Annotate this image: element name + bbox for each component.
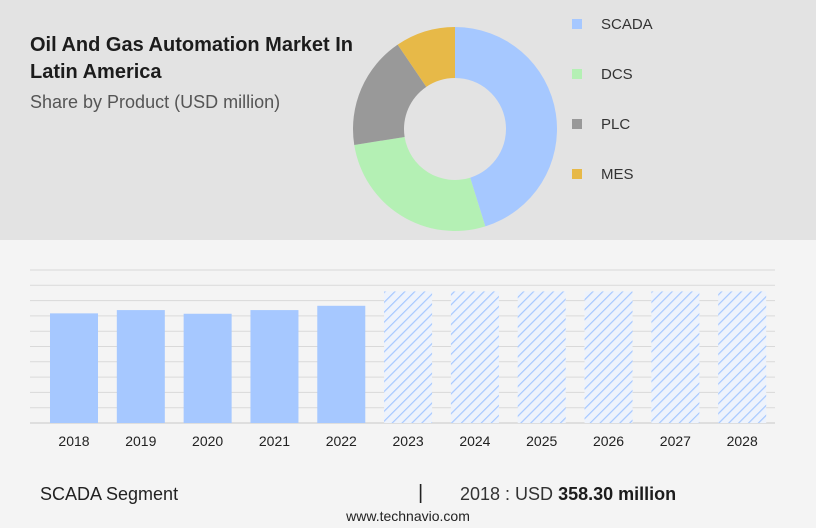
forecast-bar-2027 (651, 291, 700, 423)
summary-stat: 2018 : USD 358.30 million (460, 484, 676, 505)
forecast-bar-2025 (517, 291, 566, 423)
legend-label: MES (601, 165, 634, 183)
summary-divider: | (418, 482, 424, 504)
donut-slice-mes (397, 27, 455, 87)
x-tick-label-2020: 2020 (192, 433, 223, 449)
forecast-bar-2023 (384, 291, 433, 423)
donut-slice-scada (455, 27, 558, 227)
chart-title: Oil And Gas Automation Market In Latin A… (30, 34, 353, 83)
donut-slice-dcs (354, 136, 486, 231)
x-tick-label-2021: 2021 (259, 433, 290, 449)
summary-stat-prefix: 2018 : USD (460, 484, 559, 504)
chart-subtitle: Share by Product (USD million) (30, 92, 281, 112)
legend-item-dcs: DCS (572, 62, 772, 86)
bar-2018 (50, 313, 98, 423)
x-tick-label-2025: 2025 (526, 433, 557, 449)
source-link[interactable]: www.technavio.com (346, 508, 470, 524)
legend-item-plc: PLC (572, 112, 772, 136)
bar-2021 (250, 310, 299, 423)
summary-bar: SCADA Segment | 2018 : USD 358.30 millio… (0, 476, 816, 512)
segment-label: SCADA Segment (40, 484, 179, 504)
legend-item-scada: SCADA (572, 12, 772, 36)
forecast-bar-2024 (450, 291, 499, 423)
x-tick-label-2026: 2026 (593, 433, 624, 449)
x-tick-label-2019: 2019 (125, 433, 156, 449)
x-tick-label-2018: 2018 (58, 433, 89, 449)
legend-item-mes: MES (572, 162, 772, 186)
legend-label: DCS (601, 65, 633, 83)
bar-chart: 2018 2019 2020 2021 2022 2023 2024 2025 2026 2027… (30, 269, 775, 449)
legend-label: SCADA (601, 15, 653, 33)
forecast-bar-2028 (718, 291, 767, 423)
forecast-bar-2026 (584, 291, 633, 423)
donut-chart (353, 27, 558, 231)
legend-label: PLC (601, 115, 631, 133)
legend-swatch (572, 19, 582, 29)
bar-2020 (183, 313, 232, 423)
x-tick-label-2024: 2024 (459, 433, 490, 449)
donut-slice-plc (353, 44, 427, 145)
x-tick-label-2027: 2027 (660, 433, 691, 449)
summary-stat-value: 358.30 million (558, 484, 677, 504)
legend-swatch (572, 69, 582, 79)
bar-2022 (317, 305, 366, 423)
bar-2019 (116, 310, 165, 423)
x-tick-label-2023: 2023 (393, 433, 424, 449)
x-tick-label-2022: 2022 (326, 433, 357, 449)
legend-swatch (572, 119, 582, 129)
x-tick-label-2028: 2028 (727, 433, 758, 449)
legend-swatch (572, 169, 582, 179)
